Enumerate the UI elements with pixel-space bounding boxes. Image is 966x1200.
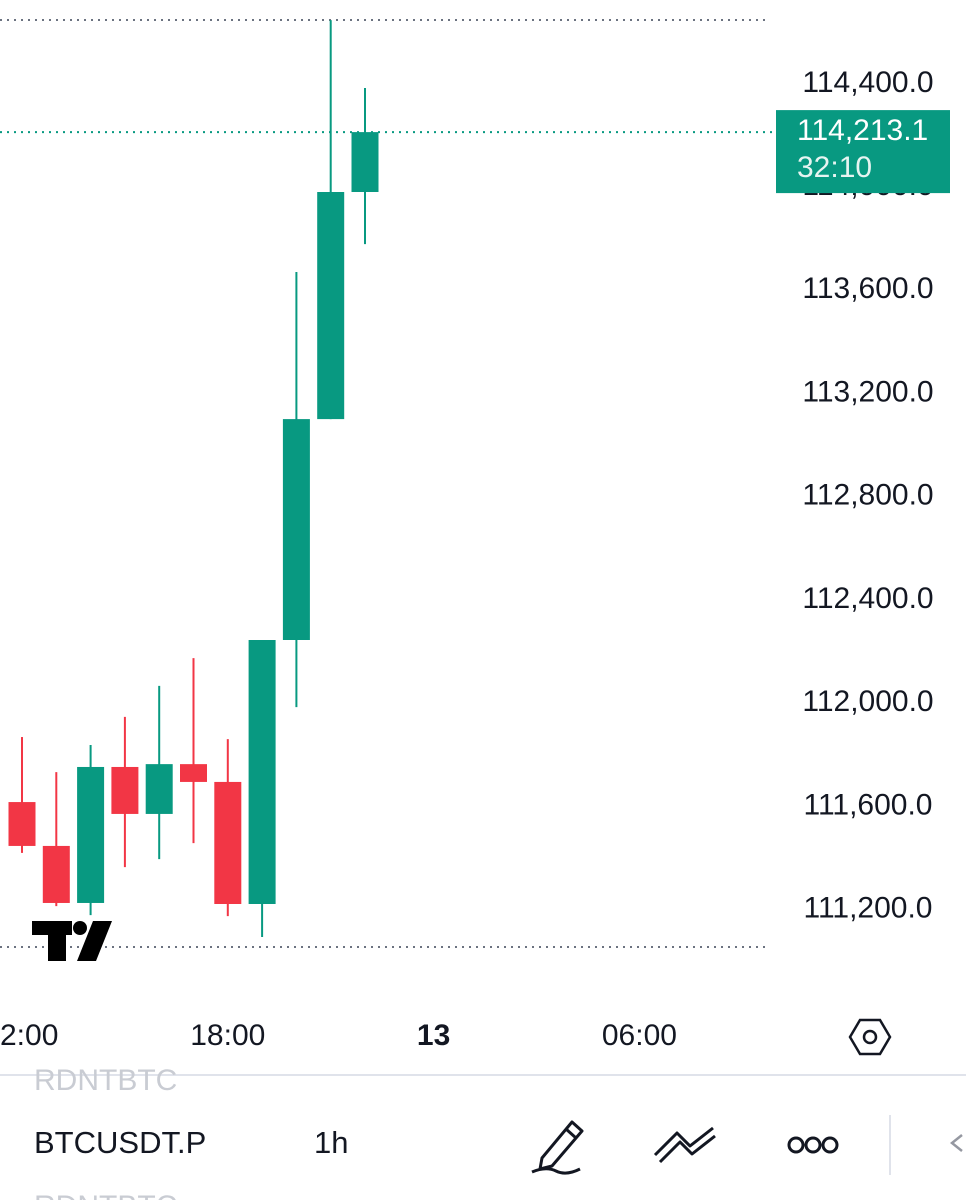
- candle-body: [111, 766, 139, 814]
- y-tick-label: 112,000.0: [802, 685, 933, 718]
- indicators-button[interactable]: [653, 1126, 716, 1164]
- x-tick-label: 06:00: [602, 1019, 677, 1052]
- candle-body: [317, 192, 345, 420]
- watchlist-item[interactable]: RDNTBTC: [34, 1064, 177, 1097]
- watchlist-item[interactable]: RDNTBTC: [34, 1190, 177, 1200]
- candle-body: [145, 764, 173, 814]
- settings-button[interactable]: [848, 1018, 892, 1056]
- y-tick-label: 113,600.0: [802, 272, 933, 305]
- y-tick-label: 114,400.0: [802, 66, 933, 99]
- y-tick-label: 112,800.0: [802, 479, 933, 512]
- candle-body: [77, 766, 105, 903]
- back-button[interactable]: [949, 1134, 963, 1152]
- symbol-button[interactable]: BTCUSDT.P: [34, 1125, 206, 1160]
- more-button[interactable]: [787, 1136, 839, 1154]
- last-price-box: [776, 110, 950, 194]
- last-price-label: 114,213.1: [797, 114, 928, 147]
- x-tick-label: 2:00: [0, 1019, 58, 1052]
- candle-body: [351, 132, 379, 192]
- y-tick-label: 111,200.0: [803, 892, 932, 925]
- candle-body: [8, 802, 36, 846]
- candle-body: [282, 419, 310, 640]
- y-tick-label: 113,200.0: [802, 375, 933, 408]
- x-tick-label: 13: [417, 1019, 450, 1052]
- candle-body: [248, 640, 276, 904]
- candles: [8, 20, 379, 938]
- x-tick-label: 18:00: [190, 1019, 265, 1052]
- countdown-label: 32:10: [797, 151, 872, 184]
- interval-button[interactable]: 1h: [314, 1125, 348, 1160]
- y-tick-label: 112,400.0: [802, 582, 933, 615]
- y-tick-label: 111,600.0: [803, 788, 932, 821]
- plot-area: [0, 19, 770, 948]
- draw-button[interactable]: [531, 1120, 584, 1175]
- candle-body: [214, 781, 242, 904]
- candle-body: [180, 764, 207, 782]
- candle-body: [42, 845, 70, 903]
- tradingview-logo: [32, 921, 112, 961]
